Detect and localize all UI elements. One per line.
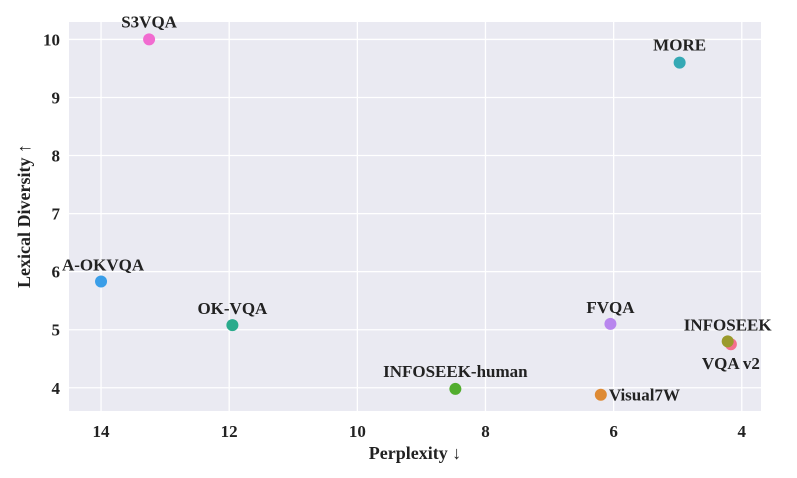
data-point [673, 56, 686, 69]
data-points [95, 33, 737, 401]
x-tick-label: 10 [349, 422, 366, 441]
x-tick-labels: 14 12 10 8 6 4 [93, 422, 747, 441]
data-point [95, 275, 108, 288]
x-tick-label: 4 [738, 422, 747, 441]
data-point [604, 317, 617, 330]
data-point [143, 33, 156, 46]
data-point [449, 382, 462, 395]
y-tick-label: 6 [52, 263, 61, 282]
y-tick-label: 5 [52, 321, 61, 340]
point-label: MORE [653, 36, 706, 55]
x-axis-label: Perplexity ↓ [369, 443, 461, 463]
y-tick-label: 9 [52, 88, 61, 107]
y-tick-label: 10 [43, 30, 60, 49]
x-tick-label: 6 [609, 422, 618, 441]
plot-background [69, 22, 761, 411]
point-label: FVQA [586, 298, 635, 317]
point-label: A-OKVQA [62, 256, 145, 275]
point-label: Visual7W [609, 386, 680, 405]
point-label: INFOSEEK [684, 315, 773, 334]
point-label: S3VQA [121, 12, 177, 31]
y-axis-label: Lexical Diversity ↑ [14, 144, 34, 288]
y-tick-labels: 4 5 6 7 8 9 10 [43, 30, 61, 397]
x-tick-label: 8 [481, 422, 490, 441]
data-point [226, 319, 239, 332]
x-tick-label: 14 [93, 422, 111, 441]
point-label: INFOSEEK-human [383, 362, 528, 381]
y-tick-label: 8 [52, 147, 61, 166]
point-label: VQA v2 [702, 354, 760, 373]
data-point [594, 388, 607, 401]
point-labels: S3VQA MORE A-OKVQA OK-VQA FVQA INFOSEEK-human… [62, 12, 772, 404]
data-point [721, 335, 734, 348]
x-tick-label: 12 [221, 422, 238, 441]
y-tick-label: 4 [52, 379, 61, 398]
y-tick-label: 7 [52, 205, 61, 224]
gridlines [69, 22, 761, 411]
point-label: OK-VQA [197, 299, 268, 318]
